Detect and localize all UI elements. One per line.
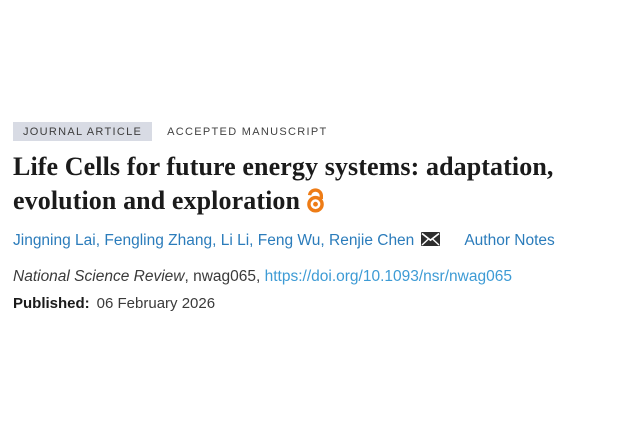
- author-separator: ,: [320, 232, 329, 250]
- author-separator: ,: [95, 232, 105, 250]
- published-label: Published:: [13, 294, 90, 312]
- published-date: 06 February 2026: [96, 294, 216, 312]
- citation-separator: ,: [184, 267, 194, 285]
- published-row: Published: 06 February 2026: [13, 295, 628, 312]
- article-title-text: Life Cells for future energy systems: ad…: [13, 152, 554, 216]
- article-id: nwag065: [193, 267, 256, 285]
- article-title: Life Cells for future energy systems: ad…: [13, 150, 628, 223]
- author-separator: ,: [249, 232, 258, 250]
- journal-name: National Science Review: [13, 267, 185, 285]
- author-notes-link[interactable]: Author Notes: [464, 232, 555, 250]
- open-access-lock-icon: [305, 186, 326, 222]
- authors-row: Jingning Lai, Fengling Zhang, Li Li, Fen…: [13, 231, 628, 251]
- envelope-icon[interactable]: [421, 231, 441, 251]
- author-link[interactable]: Li Li: [220, 232, 250, 250]
- author-separator: ,: [212, 232, 221, 250]
- author-link[interactable]: Jingning Lai: [13, 232, 96, 250]
- journal-article-badge: JOURNAL ARTICLE: [13, 122, 153, 141]
- citation-separator: ,: [256, 267, 265, 285]
- author-link[interactable]: Renjie Chen: [329, 232, 415, 250]
- author-link[interactable]: Feng Wu: [257, 232, 321, 250]
- badge-row: JOURNAL ARTICLE ACCEPTED MANUSCRIPT: [13, 122, 628, 141]
- accepted-manuscript-label: ACCEPTED MANUSCRIPT: [167, 125, 328, 138]
- authors-list: Jingning Lai, Fengling Zhang, Li Li, Fen…: [13, 232, 414, 250]
- doi-link[interactable]: https://doi.org/10.1093/nsr/nwag065: [264, 267, 512, 285]
- author-link[interactable]: Fengling Zhang: [104, 232, 213, 250]
- citation-row: National Science Review, nwag065, https:…: [13, 268, 628, 286]
